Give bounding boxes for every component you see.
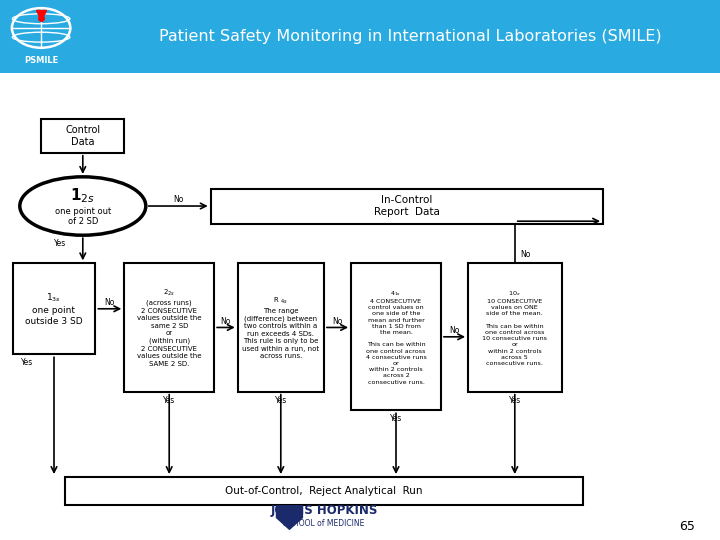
Text: 1$_{2s}$: 1$_{2s}$ xyxy=(71,186,95,205)
Text: 65: 65 xyxy=(679,520,695,533)
Text: Yes: Yes xyxy=(163,396,176,404)
Text: Yes: Yes xyxy=(274,396,287,404)
Text: 2$_{2s}$
(across runs)
2 CONSECUTIVE
values outside the
same 2 SD
or
(within run: 2$_{2s}$ (across runs) 2 CONSECUTIVE val… xyxy=(137,288,202,367)
Text: PSMILE: PSMILE xyxy=(24,56,58,65)
Text: No: No xyxy=(333,317,343,326)
Text: Yes: Yes xyxy=(508,396,521,404)
Text: Control
Data: Control Data xyxy=(66,125,100,147)
Polygon shape xyxy=(276,506,302,529)
FancyBboxPatch shape xyxy=(12,263,95,354)
Text: 1$_{3s}$
one point
outside 3 SD: 1$_{3s}$ one point outside 3 SD xyxy=(25,292,83,326)
Text: No: No xyxy=(521,251,531,259)
Text: Yes: Yes xyxy=(20,358,33,367)
Text: R $_{4s}$
The range
(difference) between
two controls within a
run exceeds 4 SDs: R $_{4s}$ The range (difference) between… xyxy=(242,296,320,359)
Text: JOHNS HOPKINS: JOHNS HOPKINS xyxy=(270,504,378,517)
Text: 4$_{1s}$
4 CONSECUTIVE
control values on
one side of the
mean and further
than 1: 4$_{1s}$ 4 CONSECUTIVE control values on… xyxy=(366,289,426,384)
Text: one point out
of 2 SD: one point out of 2 SD xyxy=(55,207,111,226)
FancyBboxPatch shape xyxy=(42,119,125,153)
Text: Out-of-Control,  Reject Analytical  Run: Out-of-Control, Reject Analytical Run xyxy=(225,486,423,496)
Text: No: No xyxy=(221,317,231,326)
Ellipse shape xyxy=(20,177,145,235)
Text: Patient Safety Monitoring in International Laboratories (SMILE): Patient Safety Monitoring in Internation… xyxy=(159,29,662,44)
Text: In-Control
Report  Data: In-Control Report Data xyxy=(374,195,440,217)
FancyBboxPatch shape xyxy=(65,477,583,505)
Text: Yes: Yes xyxy=(53,239,66,248)
Text: SCHOOL of MEDICINE: SCHOOL of MEDICINE xyxy=(283,519,365,528)
Text: No: No xyxy=(104,298,115,307)
FancyBboxPatch shape xyxy=(124,263,215,392)
FancyBboxPatch shape xyxy=(0,0,720,73)
Text: 10$_{x}$
10 CONSECUTIVE
values on ONE
side of the mean.

This can be within
one : 10$_{x}$ 10 CONSECUTIVE values on ONE si… xyxy=(482,289,547,366)
Text: No: No xyxy=(173,195,184,205)
Text: No: No xyxy=(449,326,459,335)
FancyBboxPatch shape xyxy=(210,188,603,224)
Text: Yes: Yes xyxy=(390,414,402,423)
FancyBboxPatch shape xyxy=(468,263,562,392)
FancyBboxPatch shape xyxy=(238,263,324,392)
FancyBboxPatch shape xyxy=(351,263,441,410)
